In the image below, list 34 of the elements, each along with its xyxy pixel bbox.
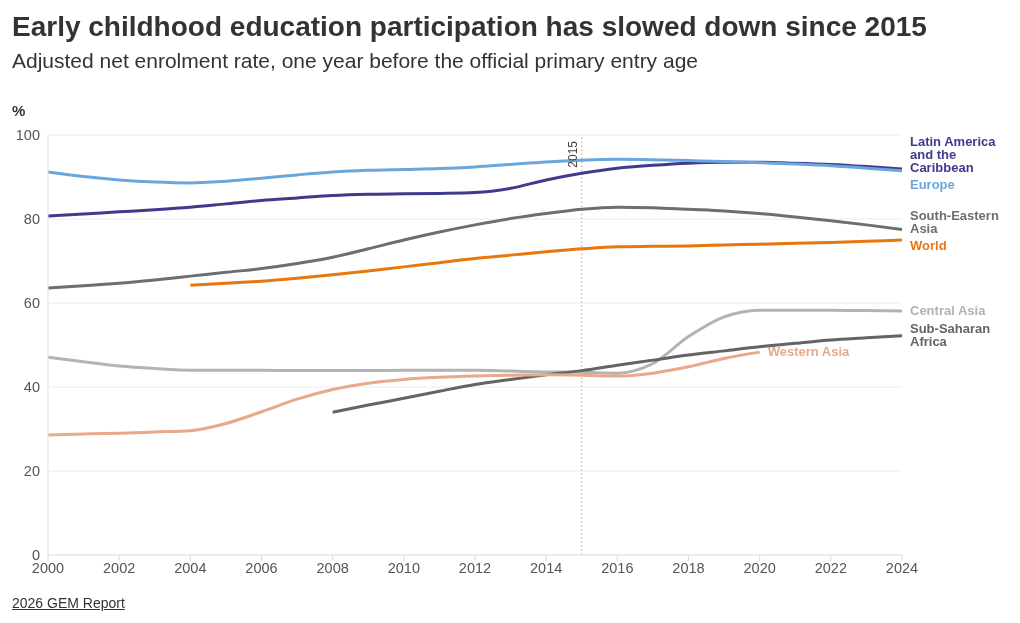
series-label: Western Asia bbox=[767, 344, 851, 360]
x-tick-label: 2012 bbox=[458, 560, 492, 577]
line-series bbox=[331, 334, 902, 414]
x-tick-label: 2002 bbox=[103, 560, 136, 577]
x-tick-label: 2014 bbox=[530, 560, 563, 577]
y-tick-label: 100 bbox=[15, 127, 40, 144]
series-label: Central Asia bbox=[910, 302, 987, 318]
y-axis-title: % bbox=[12, 102, 26, 120]
y-tick-label: 20 bbox=[23, 463, 40, 480]
y-tick-label: 40 bbox=[23, 379, 40, 396]
ref-line-label: 2015 bbox=[565, 140, 580, 168]
chart-title: Early childhood education participation has slowed down since 2015 bbox=[12, 10, 927, 44]
y-tick-label: 60 bbox=[23, 295, 40, 312]
x-tick-label: 2024 bbox=[885, 560, 919, 577]
x-tick-label: 2004 bbox=[174, 560, 207, 577]
series-label: Latin America and the Caribbean bbox=[910, 133, 997, 175]
x-tick-label: 2008 bbox=[316, 560, 349, 577]
series-label: Europe bbox=[910, 176, 955, 192]
text: 2026 GEM Report bbox=[12, 594, 125, 612]
line-series bbox=[48, 308, 902, 375]
series-label: South-Eastern Asia bbox=[910, 208, 999, 237]
x-tick-label: 2016 bbox=[601, 560, 634, 577]
line-series bbox=[188, 238, 902, 287]
series-label: Sub-Saharan Africa bbox=[910, 321, 991, 350]
x-tick-label: 2018 bbox=[672, 560, 705, 577]
x-tick-label: 2006 bbox=[245, 560, 278, 577]
line-series bbox=[48, 350, 762, 437]
series-label: World bbox=[910, 238, 947, 254]
x-tick-label: 2020 bbox=[743, 560, 776, 577]
line-series bbox=[48, 205, 902, 290]
chart-subtitle: Adjusted net enrolment rate, one year before the official primary entry age bbox=[12, 48, 698, 74]
x-tick-label: 2022 bbox=[814, 560, 847, 577]
y-tick-label: 80 bbox=[23, 211, 40, 228]
x-tick-label: 2010 bbox=[387, 560, 420, 577]
